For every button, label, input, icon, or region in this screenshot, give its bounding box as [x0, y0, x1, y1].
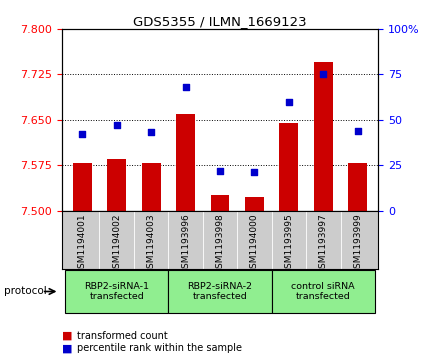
Text: ■: ■: [62, 331, 72, 341]
Text: GSM1193995: GSM1193995: [284, 213, 293, 274]
Text: percentile rank within the sample: percentile rank within the sample: [77, 343, 242, 354]
Text: control siRNA
transfected: control siRNA transfected: [291, 282, 355, 301]
Bar: [176, 114, 195, 211]
Text: transformed count: transformed count: [77, 331, 168, 341]
FancyBboxPatch shape: [65, 270, 169, 313]
FancyBboxPatch shape: [169, 270, 271, 313]
Text: RBP2-siRNA-1
transfected: RBP2-siRNA-1 transfected: [84, 282, 149, 301]
Text: protocol: protocol: [4, 286, 47, 297]
Bar: [279, 123, 298, 211]
Text: GSM1194001: GSM1194001: [78, 213, 87, 274]
Point: [251, 170, 258, 175]
Bar: [107, 159, 126, 211]
Bar: [73, 163, 92, 211]
Point: [286, 99, 293, 105]
Text: GSM1193996: GSM1193996: [181, 213, 190, 274]
Text: GSM1194000: GSM1194000: [250, 213, 259, 274]
Text: GSM1193999: GSM1193999: [353, 213, 362, 274]
Bar: [142, 163, 161, 211]
Bar: [348, 163, 367, 211]
Bar: [210, 195, 230, 211]
FancyBboxPatch shape: [271, 270, 375, 313]
Text: RBP2-siRNA-2
transfected: RBP2-siRNA-2 transfected: [187, 282, 253, 301]
Text: GSM1193997: GSM1193997: [319, 213, 328, 274]
Text: GSM1194002: GSM1194002: [112, 213, 121, 274]
Point: [216, 168, 224, 174]
Point: [320, 72, 327, 77]
Point: [354, 128, 361, 134]
Bar: [245, 197, 264, 211]
Point: [113, 122, 120, 128]
Text: GSM1193998: GSM1193998: [216, 213, 224, 274]
Bar: [314, 62, 333, 211]
Title: GDS5355 / ILMN_1669123: GDS5355 / ILMN_1669123: [133, 15, 307, 28]
Text: ■: ■: [62, 343, 72, 354]
Point: [79, 131, 86, 137]
Text: GSM1194003: GSM1194003: [147, 213, 156, 274]
Point: [147, 130, 154, 135]
Point: [182, 84, 189, 90]
